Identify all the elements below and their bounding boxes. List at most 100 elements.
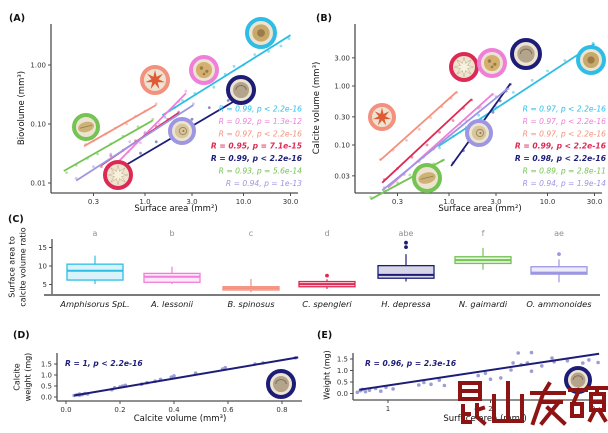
- data-point: [253, 53, 257, 56]
- correlation-stat: R = 0.97, p < 2.2e-16: [523, 105, 607, 114]
- species-icon-snail: [465, 119, 493, 147]
- foram-detail: [257, 29, 265, 37]
- foram-photo: [517, 45, 535, 63]
- panel-c-label: (C): [8, 214, 24, 225]
- data-point: [96, 152, 99, 156]
- correlation-stat: R = 0.89, p = 2.8e-11: [523, 167, 606, 176]
- data-point: [499, 376, 503, 380]
- species-icon-star-orange: [140, 65, 170, 95]
- data-point: [546, 69, 549, 73]
- data-point: [438, 146, 441, 150]
- data-point: [405, 138, 408, 142]
- x-tick-label: 3.0: [186, 198, 197, 206]
- box: [377, 264, 435, 279]
- data-point: [438, 130, 441, 134]
- y-tick-label: 1.5: [41, 361, 52, 369]
- y-tick-label: 0.0: [337, 390, 348, 398]
- correlation-stat: R = 0.99, p < 2.2e-16: [219, 105, 303, 114]
- y-tick-label: 0.30: [334, 113, 350, 121]
- regression-line: [379, 91, 458, 161]
- data-point: [451, 119, 455, 122]
- panel-d-plot: 0.0 0.2 0.4 0.6 0.8 0.0 0.5 1.0 1.5 R = 1, p < 2.…: [41, 353, 302, 414]
- data-point: [181, 99, 184, 102]
- correlation-stat: R = 0.93, p = 5.6e-14: [219, 167, 303, 176]
- foram-detail: [205, 69, 209, 73]
- foram-detail: [479, 132, 482, 134]
- x-tick-label: 2: [488, 405, 492, 413]
- correlation-stat: R = 0.94, p = 1.9e-14: [523, 179, 607, 188]
- foram-photo: [570, 372, 586, 388]
- data-point: [65, 171, 68, 175]
- foram-photo: [453, 56, 475, 78]
- outlier-point: [325, 273, 329, 278]
- significance-letter: ae: [554, 229, 564, 238]
- regression-line: [161, 34, 291, 117]
- foram-detail: [490, 65, 494, 69]
- correlation-stat: R = 0.97, p < 2.2e-16: [219, 129, 303, 138]
- panel-e-label: (E): [317, 330, 333, 341]
- boxplot-h-depressa: [377, 240, 435, 282]
- y-tick-label: 1.0: [41, 372, 52, 380]
- data-point: [92, 165, 95, 169]
- data-point: [408, 173, 412, 177]
- correlation-stat: R = 0.92, p = 1.3e-12: [219, 117, 303, 126]
- data-point: [587, 358, 591, 362]
- x-tick-label: 0.3: [392, 198, 403, 206]
- data-point: [172, 374, 176, 378]
- data-point: [190, 117, 194, 121]
- panel-a-x-axis-title: Surface area (mm²): [134, 204, 218, 214]
- panel-a: (A) Biovolume (mm³) Surface area (mm²) 0…: [0, 0, 304, 215]
- foram-detail: [420, 175, 434, 180]
- correlation-stat: R = 0.97, p < 2.2e-16: [523, 129, 607, 138]
- y-tick-label: 0.5: [337, 379, 348, 387]
- regression-line: [75, 104, 194, 182]
- x-tick-label: 1.0: [443, 198, 454, 206]
- panel-b: (B) Calcite volume (mm³) Surface area (m…: [304, 0, 608, 215]
- regression-line: [73, 356, 299, 397]
- data-point: [596, 360, 600, 365]
- scatter-points-amphisorus-spl-: [163, 37, 291, 119]
- species-icon-snail: [168, 117, 196, 145]
- y-tick-label: 0.0: [41, 394, 52, 402]
- data-point: [223, 365, 228, 370]
- data-point: [511, 91, 515, 94]
- data-point: [207, 106, 211, 109]
- correlation-stat: R = 0.99, p < 2.2e-16: [211, 154, 303, 163]
- category-label: N. gaimardi: [459, 299, 508, 309]
- data-point: [226, 99, 230, 102]
- x-tick-label: 30.0: [587, 198, 603, 206]
- significance-letter: c: [249, 229, 253, 238]
- boxplot-a-lessonii: [143, 266, 201, 285]
- data-point: [279, 44, 283, 48]
- panel-e-plot: 1 2 3 0.0 0.5 1.0 1.5 R = 0.96, p = 2.3e-16: [337, 350, 606, 413]
- foram-photo: [272, 375, 290, 393]
- data-point: [477, 113, 481, 117]
- category-label: O. ammonoides: [526, 299, 592, 309]
- data-point: [483, 371, 488, 376]
- regression-line: [63, 119, 154, 172]
- boxplot-b-spinosus: [222, 278, 280, 293]
- data-point: [530, 78, 534, 82]
- foram-photo: [483, 54, 501, 72]
- foram-detail: [182, 130, 185, 132]
- data-point: [581, 361, 585, 365]
- panel-b-label: (B): [316, 13, 332, 24]
- data-point: [363, 389, 368, 394]
- correlation-stat: R = 0.94, p = 1e-13: [226, 179, 302, 188]
- significance-letter: abe: [399, 229, 414, 238]
- foram-photo: [195, 61, 213, 79]
- outlier-point: [404, 240, 408, 245]
- box: [530, 266, 588, 275]
- correlation-stat: R = 1, p < 2.2e-16: [65, 359, 143, 368]
- x-tick-label: 1.0: [139, 198, 150, 206]
- x-tick-label: 0.8: [276, 406, 287, 414]
- data-point: [540, 364, 544, 368]
- data-point: [212, 85, 216, 89]
- y-tick-label: 0.10: [334, 142, 350, 150]
- category-label: C. spengleri: [302, 299, 352, 309]
- boxplot-amphisorus-spl-: [66, 255, 124, 285]
- species-icon-disc: [245, 17, 277, 49]
- data-point: [232, 64, 236, 68]
- panel-d-x-axis-title: Calcite volume (mm³): [133, 414, 227, 424]
- x-tick-label: 0.2: [114, 406, 125, 414]
